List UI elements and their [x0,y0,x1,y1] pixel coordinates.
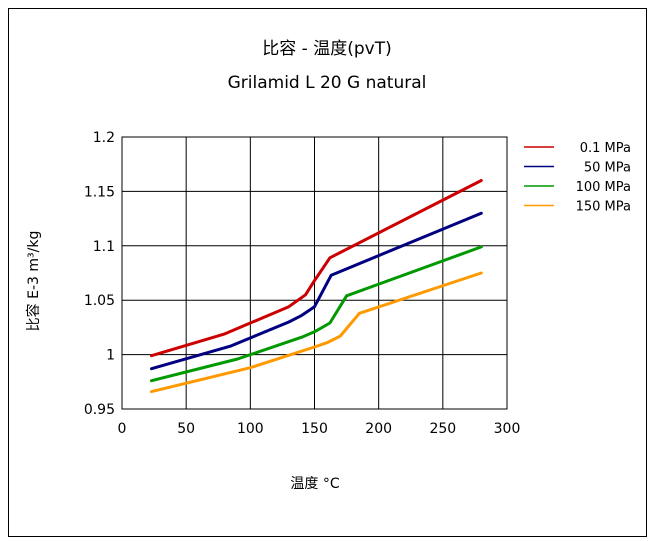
x-axis-label: 温度 °C [290,476,339,492]
legend: 0.1 MPa 50 MPa 100 MPa 150 MPa [524,141,631,215]
series-lines [150,179,483,394]
plot-area [121,136,508,410]
legend-label: 0.1 MPa [580,141,631,156]
x-tick-label: 100 [237,421,264,437]
legend-label: 50 MPa [584,161,631,176]
y-tick-label: 1.1 [93,239,115,255]
x-tick-label: 250 [429,421,456,437]
chart-frame: 比容 - 温度(pvT) Grilamid L 20 G natural 0 50… [8,8,647,537]
series-line [150,245,483,383]
series-line [150,179,483,358]
chart-title: 比容 - 温度(pvT) [262,39,391,59]
y-tick-label: 1.2 [93,130,115,146]
y-axis-label: 比容 E-3 m³/kg [25,231,42,332]
chart: 比容 - 温度(pvT) Grilamid L 20 G natural 0 50… [25,39,631,492]
x-tick-label: 300 [494,421,521,437]
tick-labels: 0 50 100 150 200 250 300 0.95 1 1.05 1.1 1.15 1.2 [84,130,521,437]
x-tick-label: 50 [177,421,195,437]
legend-label: 150 MPa [576,200,631,215]
x-tick-label: 150 [301,421,328,437]
y-tick-label: 1.05 [84,293,115,309]
x-tick-label: 0 [118,421,127,437]
grid [121,136,508,410]
series-line [150,211,483,371]
legend-label: 100 MPa [576,180,631,195]
x-tick-label: 200 [365,421,392,437]
y-tick-label: 1 [106,348,115,364]
series-line [150,271,483,394]
chart-subtitle: Grilamid L 20 G natural [228,73,427,93]
y-tick-label: 1.15 [84,184,115,200]
y-tick-label: 0.95 [84,402,115,418]
